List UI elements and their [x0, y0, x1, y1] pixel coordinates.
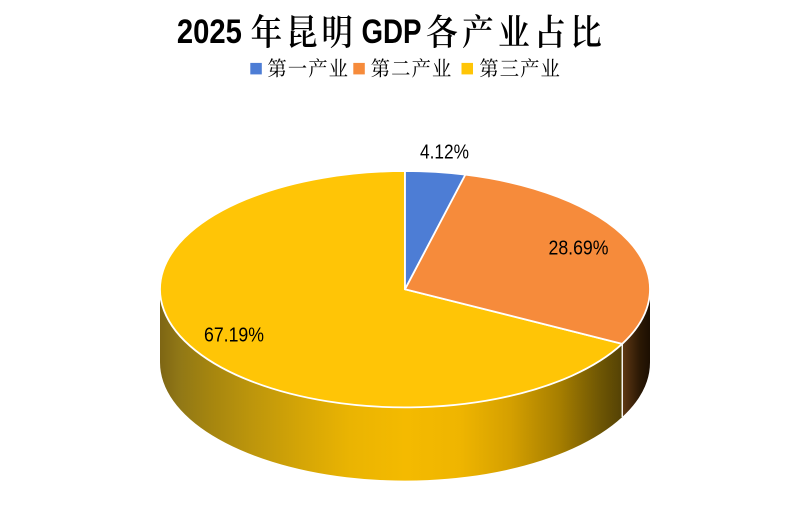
svg-text:4.12%: 4.12%	[420, 141, 469, 163]
svg-text:67.19%: 67.19%	[204, 324, 264, 346]
svg-text:2025: 2025	[177, 13, 242, 51]
svg-text:28.69%: 28.69%	[549, 238, 609, 260]
svg-text:GDP: GDP	[362, 13, 422, 51]
